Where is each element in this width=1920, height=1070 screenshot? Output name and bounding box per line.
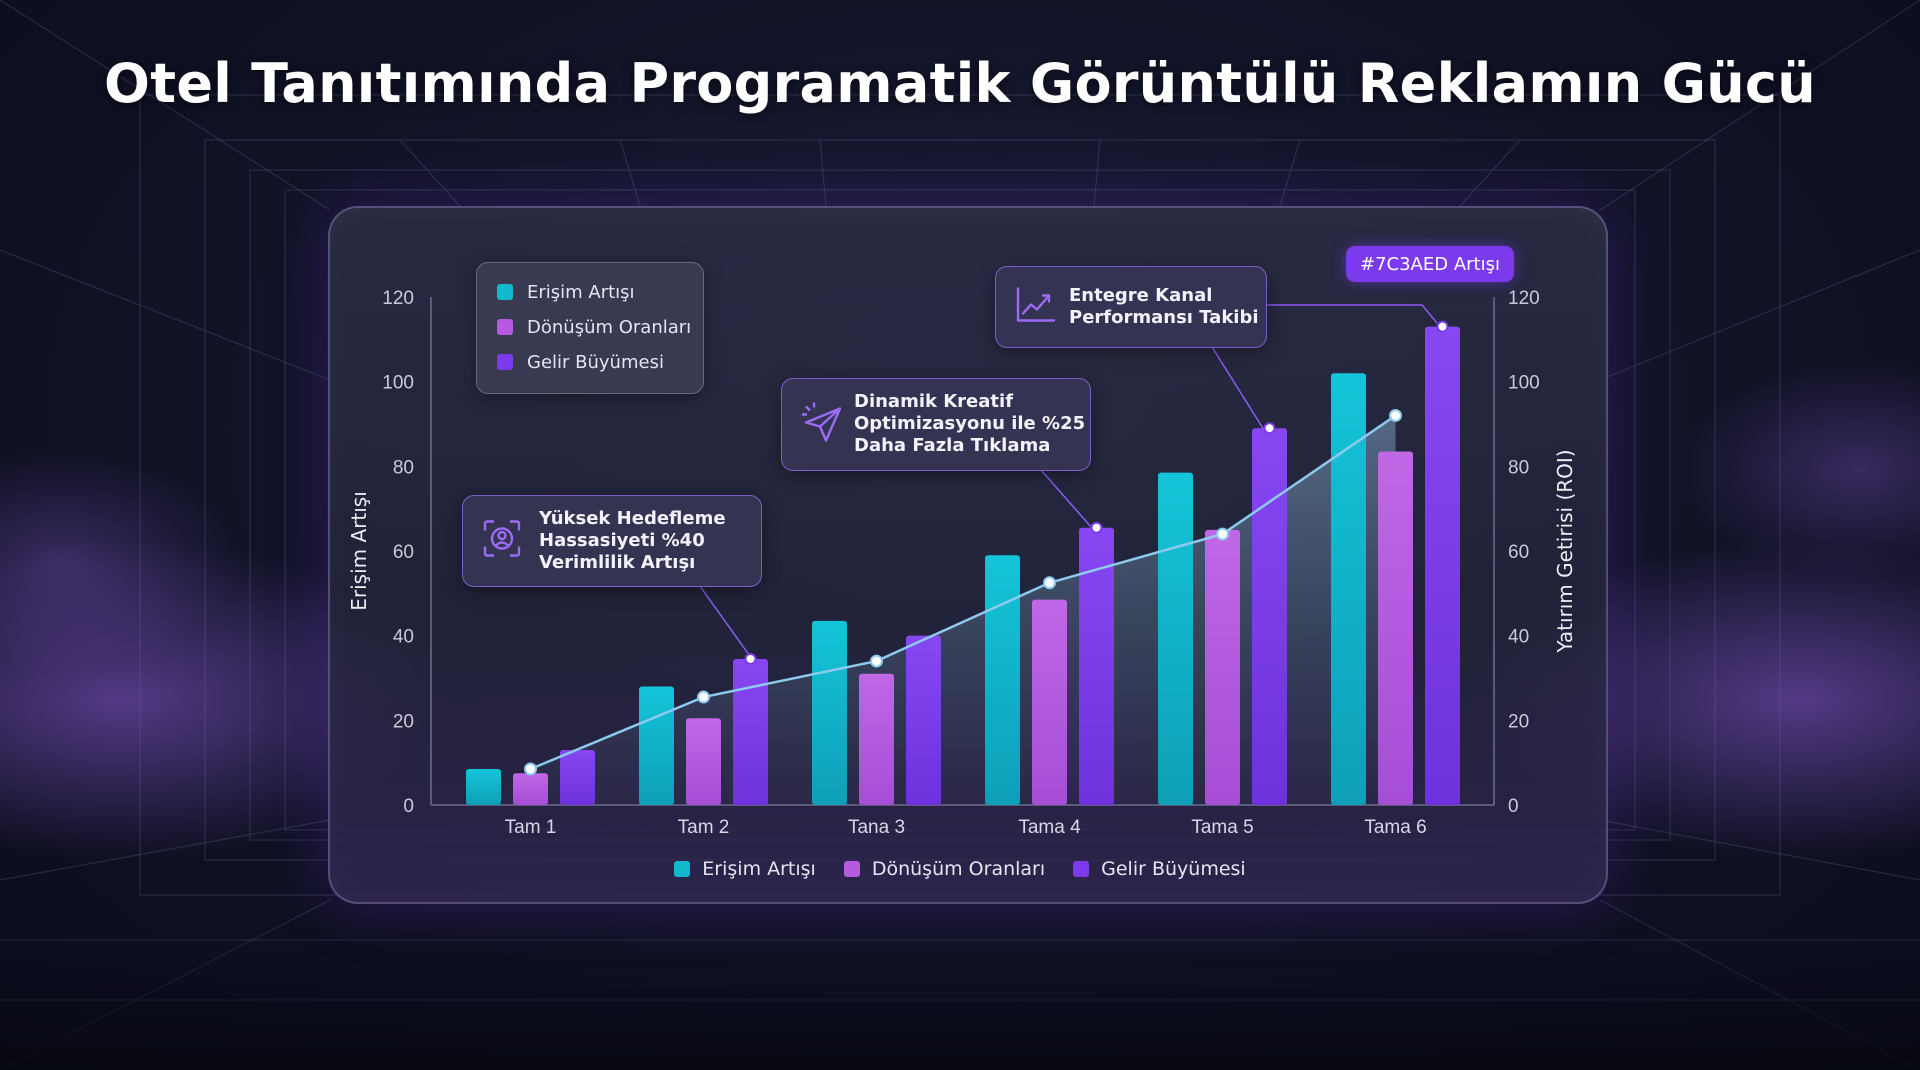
bar-revenue <box>1252 428 1287 805</box>
x-tick-label: Tama 4 <box>1018 817 1081 838</box>
bar-reach <box>985 555 1020 805</box>
y-tick-left: 40 <box>393 627 414 648</box>
callout-channel: Entegre Kanal Performansı Takibi <box>995 266 1267 348</box>
bottom-legend-label-revenue: Gelir Büyümesi <box>1101 858 1246 880</box>
y-tick-right: 120 <box>1508 288 1540 309</box>
callout-targeting-text: Yüksek Hedefleme Hassasiyeti %40 Verimli… <box>539 508 726 573</box>
bar-reach <box>639 686 674 805</box>
bottom-legend-swatch-reach <box>674 861 691 877</box>
bottom-legend-swatch-revenue <box>1073 861 1090 877</box>
trend-line-icon <box>1014 285 1056 330</box>
bottom-legend-label-reach: Erişim Artışı <box>702 858 816 880</box>
callout-targeting: Yüksek Hedefleme Hassasiyeti %40 Verimli… <box>462 495 762 587</box>
bar-revenue <box>733 658 768 805</box>
bottom-legend-item-reach: Erişim Artışı <box>674 854 816 884</box>
y-tick-right: 40 <box>1508 627 1529 648</box>
callout-channel-text: Entegre Kanal Performansı Takibi <box>1069 285 1259 328</box>
roi-point <box>524 762 537 776</box>
legend-label-conversion: Dönüşüm Oranları <box>527 316 692 338</box>
callout-anchor-dot <box>1263 422 1276 435</box>
legend-item-revenue: Gelir Büyümesi <box>497 349 664 375</box>
highlight-tag: #7C3AED Artışı <box>1346 246 1514 282</box>
bar-reach <box>1158 472 1193 805</box>
x-tick-label: Tam 2 <box>678 817 730 838</box>
cursor-click-icon <box>800 400 844 449</box>
bar-reach <box>1331 373 1366 805</box>
y-tick-left: 20 <box>393 711 414 732</box>
legend-bottom: Erişim Artışı Dönüşüm Oranları Gelir Büy… <box>0 854 1920 884</box>
roi-point <box>1043 576 1056 590</box>
bottom-legend-item-conversion: Dönüşüm Oranları <box>843 854 1046 884</box>
legend-label-revenue: Gelir Büyümesi <box>527 351 664 373</box>
x-tick-label: Tama 5 <box>1191 817 1253 838</box>
legend-swatch-revenue <box>497 354 513 370</box>
bar-reach <box>466 769 501 805</box>
bottom-legend-label-conversion: Dönüşüm Oranları <box>871 858 1046 880</box>
x-tick-label: Tam 1 <box>505 817 557 838</box>
roi-point <box>697 690 710 704</box>
page-title: Otel Tanıtımında Programatik Görüntülü R… <box>104 52 1816 115</box>
bar-reach <box>812 620 847 805</box>
bar-conversion <box>859 673 894 805</box>
y-tick-right: 100 <box>1508 373 1540 394</box>
y-tick-left: 120 <box>382 288 414 309</box>
bar-revenue <box>560 749 595 805</box>
roi-point <box>1216 527 1229 541</box>
y-tick-right: 80 <box>1508 457 1529 478</box>
y-axis-label-right: Yatırım Getirisi (ROI) <box>1553 449 1577 653</box>
y-tick-left: 80 <box>393 457 414 478</box>
bar-revenue <box>1079 527 1114 805</box>
legend-swatch-conversion <box>497 319 513 335</box>
y-axis-label-left: Erişim Artışı <box>347 491 371 611</box>
bottom-legend-swatch-conversion <box>843 861 860 877</box>
callout-creative: Dinamik Kreatif Optimizasyonu ile %25 Da… <box>781 378 1091 471</box>
bar-conversion <box>686 718 721 805</box>
bottom-legend-item-revenue: Gelir Büyümesi <box>1073 854 1246 884</box>
y-tick-left: 60 <box>393 542 414 563</box>
y-tick-left: 0 <box>403 796 414 817</box>
legend-label-reach: Erişim Artışı <box>527 281 635 303</box>
callout-leader-lines <box>696 304 1438 660</box>
callout-anchor-dot <box>1436 320 1449 333</box>
bar-conversion <box>513 773 548 805</box>
roi-point <box>870 654 883 668</box>
callout-creative-text: Dinamik Kreatif Optimizasyonu ile %25 Da… <box>854 391 1086 456</box>
y-tick-right: 20 <box>1508 711 1529 732</box>
callout-anchor-dot <box>1090 521 1103 534</box>
bar-revenue <box>1425 326 1460 805</box>
y-tick-right: 0 <box>1508 796 1519 817</box>
bar-conversion <box>1378 451 1413 805</box>
legend-swatch-reach <box>497 284 513 300</box>
bar-revenue <box>906 635 941 805</box>
bar-conversion <box>1205 529 1240 805</box>
roi-point <box>1389 409 1402 423</box>
y-tick-left: 100 <box>382 373 414 394</box>
target-face-icon <box>481 518 523 565</box>
x-tick-label: Tana 3 <box>848 817 905 838</box>
callout-anchor-dot <box>744 652 757 665</box>
legend-item-reach: Erişim Artışı <box>497 279 635 305</box>
bar-conversion <box>1032 599 1067 805</box>
legend-item-conversion: Dönüşüm Oranları <box>497 314 691 340</box>
legend-top: Erişim Artışı Dönüşüm Oranları Gelir Büy… <box>476 262 704 394</box>
x-tick-label: Tama 6 <box>1364 817 1426 838</box>
y-tick-right: 60 <box>1508 542 1529 563</box>
roi-line <box>530 414 1397 771</box>
